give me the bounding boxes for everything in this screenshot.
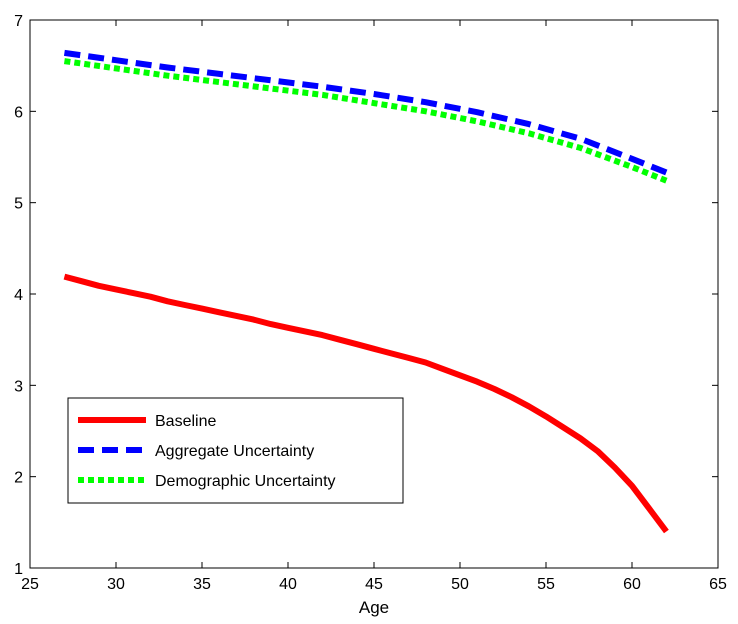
series-line-aggregate-uncertainty: [63, 49, 668, 176]
x-tick-label: 45: [365, 576, 383, 593]
legend-label: Aggregate Uncertainty: [155, 443, 314, 460]
legend: Baseline Aggregate Uncertainty Demographic…: [67, 397, 404, 504]
x-tick-label: 55: [537, 576, 555, 593]
x-axis-title: Age: [359, 598, 389, 617]
legend-box: [67, 397, 404, 504]
x-tick-label: 40: [279, 576, 297, 593]
series-line-baseline: [63, 273, 669, 534]
series-line-demographic-uncertainty: [63, 58, 668, 184]
x-tick-label: 60: [623, 576, 641, 593]
y-tick-label: 3: [14, 378, 23, 395]
legend-label: Baseline: [155, 413, 216, 430]
legend-label: Demographic Uncertainty: [155, 473, 336, 490]
x-tick-label: 50: [451, 576, 469, 593]
y-tick-label: 5: [14, 196, 23, 213]
y-tick-label: 4: [14, 287, 23, 304]
x-tick-label: 25: [21, 576, 39, 593]
x-tick-label: 35: [193, 576, 211, 593]
x-tick-label: 30: [107, 576, 125, 593]
axis-ticks: [29, 19, 719, 569]
x-tick-label: 65: [709, 576, 727, 593]
y-tick-label: 1: [14, 561, 23, 578]
y-tick-label: 6: [14, 104, 23, 121]
y-tick-label: 7: [14, 13, 23, 30]
y-tick-label: 2: [14, 470, 23, 487]
series-layer: [63, 49, 669, 534]
